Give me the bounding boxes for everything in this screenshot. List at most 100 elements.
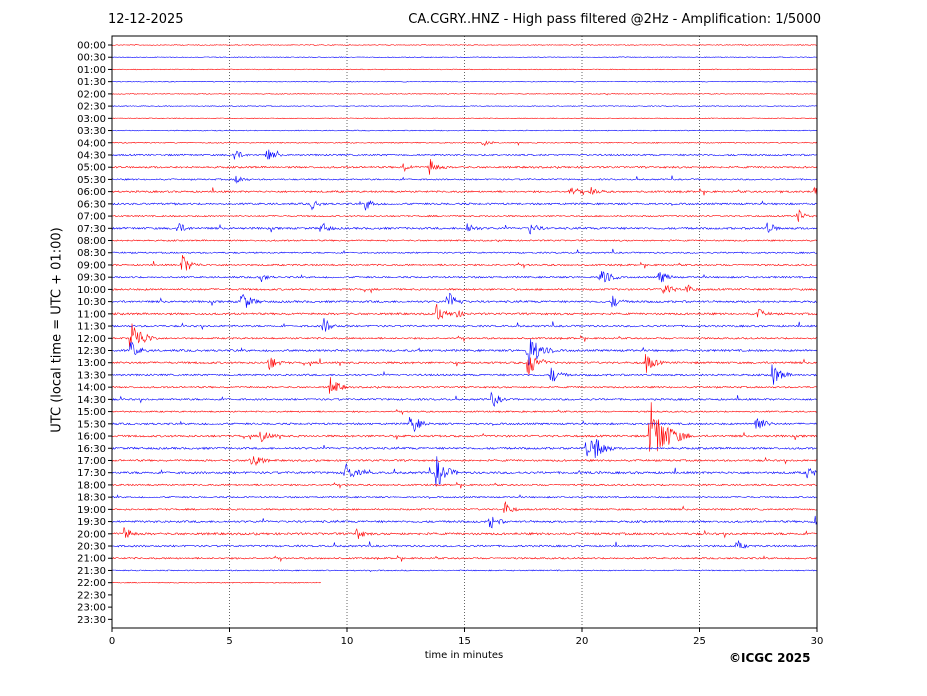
trace-row-0200 xyxy=(111,93,817,96)
y-tick-label: 16:30 xyxy=(77,444,106,455)
y-tick-label: 10:30 xyxy=(77,297,106,308)
trace-row-2200 xyxy=(111,581,321,584)
trace-row-1030 xyxy=(111,292,817,308)
trace-row-2100 xyxy=(111,554,817,563)
trace-row-1930 xyxy=(111,515,818,529)
trace-row-1200 xyxy=(111,323,817,348)
trace-row-2030 xyxy=(111,539,817,549)
y-tick-label: 09:00 xyxy=(77,260,106,271)
trace-row-2000 xyxy=(111,527,817,539)
trace-row-0800 xyxy=(111,239,818,243)
x-tick-label: 5 xyxy=(226,636,232,647)
trace-row-1730 xyxy=(111,456,818,487)
y-tick-label: 01:00 xyxy=(77,65,106,76)
y-tick-label: 17:00 xyxy=(77,456,106,467)
trace-row-1830 xyxy=(111,494,817,500)
x-tick-label: 20 xyxy=(576,636,589,647)
y-tick-label: 12:00 xyxy=(77,334,106,345)
trace-row-1330 xyxy=(111,364,817,385)
trace-row-1900 xyxy=(111,500,817,513)
trace-row-0300 xyxy=(111,117,817,120)
y-tick-label: 00:00 xyxy=(77,41,106,52)
trace-row-0430 xyxy=(111,149,817,160)
trace-row-1100 xyxy=(111,303,818,320)
y-tick-label: 11:30 xyxy=(77,322,106,333)
x-tick-label: 15 xyxy=(458,636,471,647)
y-tick-label: 18:30 xyxy=(77,493,106,504)
trace-row-0730 xyxy=(111,222,817,235)
x-tick-label: 10 xyxy=(341,636,354,647)
y-tick-label: 15:00 xyxy=(77,407,106,418)
y-tick-label: 07:00 xyxy=(77,212,106,223)
trace-row-0830 xyxy=(111,248,817,255)
trace-row-0230 xyxy=(111,105,817,107)
y-tick-label: 12:30 xyxy=(77,346,106,357)
trace-row-0030 xyxy=(111,56,817,59)
trace-row-1500 xyxy=(111,409,817,416)
y-tick-label: 13:30 xyxy=(77,370,106,381)
y-tick-label: 02:00 xyxy=(77,89,106,100)
trace-row-0130 xyxy=(111,80,817,83)
y-tick-label: 15:30 xyxy=(77,419,106,430)
y-tick-label: 06:00 xyxy=(77,187,106,198)
y-tick-label: 21:00 xyxy=(77,554,106,565)
y-tick-label: 10:00 xyxy=(77,285,106,296)
y-tick-label: 20:00 xyxy=(77,529,106,540)
y-tick-label: 19:00 xyxy=(77,505,106,516)
y-tick-label: 16:00 xyxy=(77,432,106,443)
grid-lines xyxy=(229,36,700,628)
trace-row-2130 xyxy=(111,569,817,573)
y-tick-label: 01:30 xyxy=(77,77,106,88)
y-tick-label: 05:00 xyxy=(77,163,106,174)
x-tick-label: 0 xyxy=(109,636,115,647)
trace-row-0600 xyxy=(111,186,818,196)
plot-frame xyxy=(111,35,818,629)
trace-row-0630 xyxy=(111,200,817,211)
y-tick-label: 20:30 xyxy=(77,542,106,553)
trace-row-1400 xyxy=(111,377,817,394)
y-tick-label: 13:00 xyxy=(77,358,106,369)
y-tick-label: 19:30 xyxy=(77,517,106,528)
y-tick-label: 23:00 xyxy=(77,603,106,614)
trace-row-0900 xyxy=(111,254,817,271)
y-tick-label: 03:00 xyxy=(77,114,106,125)
trace-row-1530 xyxy=(111,417,817,433)
y-tick-label: 21:30 xyxy=(77,566,106,577)
y-tick-label: 05:30 xyxy=(77,175,106,186)
y-tick-label: 22:00 xyxy=(77,578,106,589)
trace-row-1630 xyxy=(111,438,817,458)
trace-row-1430 xyxy=(111,391,817,407)
y-tick-label: 14:30 xyxy=(77,395,106,406)
y-tick-label: 02:30 xyxy=(77,102,106,113)
seismic-traces xyxy=(111,44,818,584)
trace-row-0100 xyxy=(111,68,817,71)
x-tick-label: 30 xyxy=(811,636,824,647)
y-tick-label: 04:30 xyxy=(77,150,106,161)
trace-row-0500 xyxy=(111,159,818,175)
y-tick-label: 06:30 xyxy=(77,199,106,210)
trace-row-0930 xyxy=(111,271,818,283)
y-tick-label: 14:00 xyxy=(77,383,106,394)
y-tick-label: 00:30 xyxy=(77,53,106,64)
y-tick-label: 22:30 xyxy=(77,590,106,601)
y-tick-label: 08:30 xyxy=(77,248,106,259)
y-tick-label: 23:30 xyxy=(77,615,106,626)
copyright-label: ©ICGC 2025 xyxy=(729,651,811,665)
trace-row-0530 xyxy=(111,175,817,184)
chart-title: CA.CGRY..HNZ - High pass filtered @2Hz -… xyxy=(408,12,821,27)
y-tick-label: 17:30 xyxy=(77,468,106,479)
trace-row-1600 xyxy=(111,402,818,452)
y-tick-label: 18:00 xyxy=(77,480,106,491)
x-axis-label: time in minutes xyxy=(424,650,504,661)
date-label: 12-12-2025 xyxy=(108,12,184,27)
trace-row-1230 xyxy=(111,338,817,366)
trace-row-1300 xyxy=(111,354,817,375)
trace-row-0700 xyxy=(111,209,818,222)
y-tick-label: 04:00 xyxy=(77,138,106,149)
trace-row-1800 xyxy=(111,481,817,489)
y-tick-label: 11:00 xyxy=(77,309,106,320)
x-tick-label: 25 xyxy=(693,636,706,647)
trace-row-1000 xyxy=(111,284,817,295)
y-tick-label: 08:00 xyxy=(77,236,106,247)
